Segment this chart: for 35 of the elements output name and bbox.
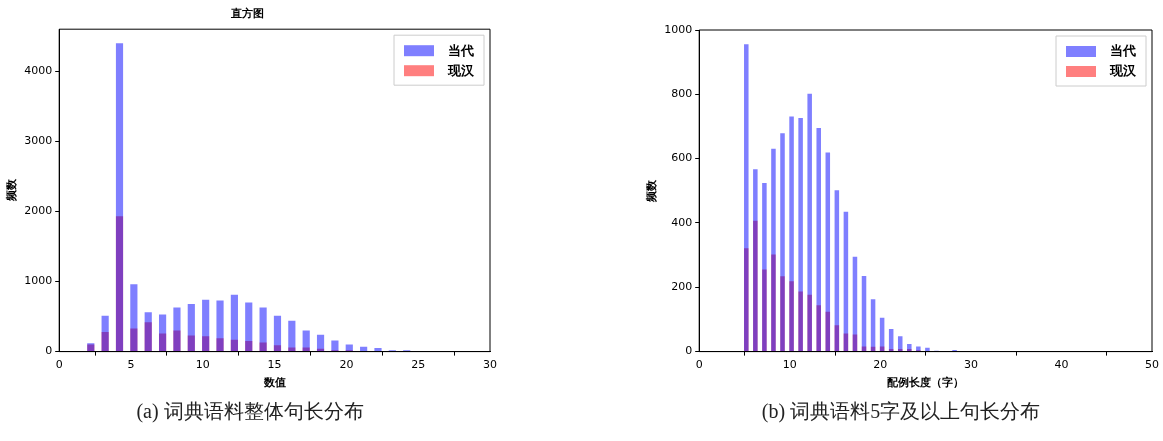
y-tick-label: 400 xyxy=(671,215,693,229)
text: (a) 词典语料整体句长分布 xyxy=(135,399,365,425)
y-tick-label: 600 xyxy=(671,151,693,165)
x-tick-label: 10 xyxy=(195,358,210,372)
y-tick-label: 200 xyxy=(671,280,693,294)
x-tick-label: 25 xyxy=(411,358,426,372)
y-tick-label: 0 xyxy=(45,344,53,358)
y-tick-label: 800 xyxy=(671,87,693,101)
y-tick-label: 0 xyxy=(685,344,693,358)
x-tick-label: 50 xyxy=(1145,358,1159,372)
x-tick-label: 0 xyxy=(55,358,63,372)
legend-label: 现汉 xyxy=(447,62,475,78)
y-tick-label: 1000 xyxy=(24,274,53,288)
legend-label: 当代 xyxy=(448,42,474,58)
x-tick-label: 30 xyxy=(483,358,497,372)
y-tick-label: 1000 xyxy=(664,22,693,36)
legend-label: 现汉 xyxy=(1109,63,1137,79)
x-tick-label: 5 xyxy=(127,358,135,372)
x-tick-label: 20 xyxy=(339,358,354,372)
x-tick-label: 30 xyxy=(963,358,978,372)
y-axis-title: 频数 xyxy=(645,178,659,203)
chart-title: 直方图 xyxy=(229,7,264,21)
y-tick-label: 4000 xyxy=(24,64,53,78)
legend-label: 当代 xyxy=(1110,43,1136,59)
x-axis-title: 配例长度（字） xyxy=(887,376,965,390)
x-tick-label: 20 xyxy=(873,358,888,372)
x-tick-label: 10 xyxy=(782,358,797,372)
text: (b) 词典语料5字及以上句长分布 xyxy=(760,399,1042,425)
x-axis-title: 数值 xyxy=(262,376,286,390)
x-tick-label: 40 xyxy=(1054,358,1069,372)
y-axis-title: 频数 xyxy=(5,178,19,203)
x-tick-label: 15 xyxy=(267,358,282,372)
y-tick-label: 2000 xyxy=(24,204,53,218)
x-tick-label: 0 xyxy=(695,358,703,372)
y-tick-label: 3000 xyxy=(24,134,53,148)
